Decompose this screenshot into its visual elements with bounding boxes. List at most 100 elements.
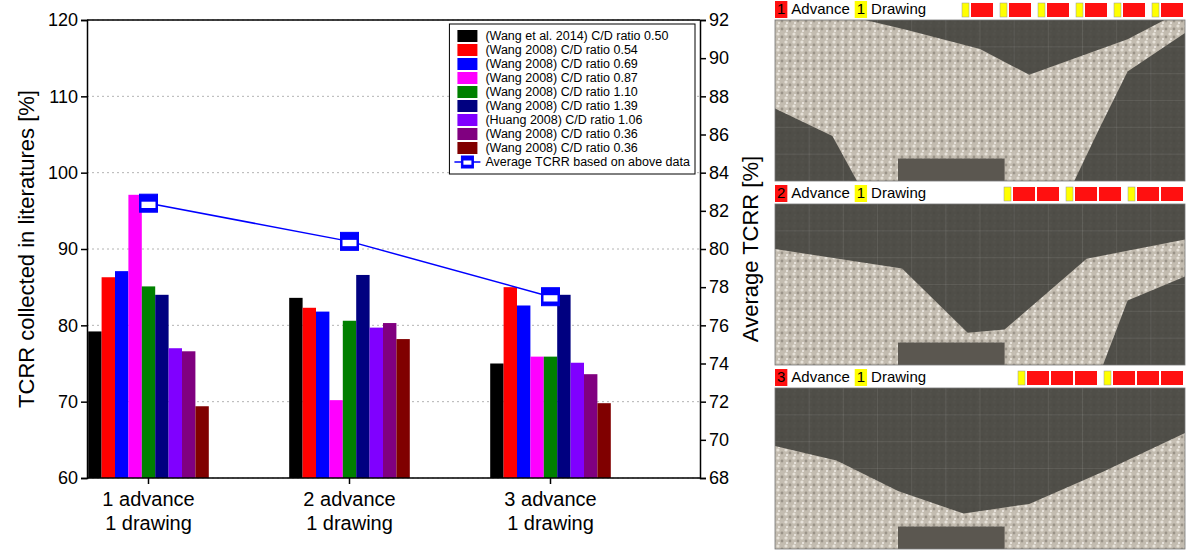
bar bbox=[504, 287, 517, 478]
bar bbox=[169, 348, 182, 478]
y2-tick-mark bbox=[700, 96, 706, 98]
bar-series bbox=[155, 275, 570, 478]
bar bbox=[195, 406, 208, 478]
advance-icon bbox=[1137, 187, 1159, 201]
advance-icon bbox=[1099, 187, 1121, 201]
drawing-icon bbox=[1128, 187, 1135, 201]
panel-label: Drawing bbox=[871, 368, 926, 385]
y2-tick: 90 bbox=[700, 48, 729, 68]
bar bbox=[115, 271, 128, 478]
legend-entry: (Wang 2008) C/D ratio 0.69 bbox=[457, 57, 637, 71]
y-tick-label: 90 bbox=[58, 239, 78, 259]
bar bbox=[584, 374, 597, 478]
panel-label: Advance bbox=[791, 0, 849, 17]
x-tick-label: 2 advance1 drawing bbox=[303, 488, 395, 534]
x-tick-mark bbox=[148, 478, 150, 484]
marker bbox=[542, 288, 560, 306]
legend-entry: (Wang 2008) C/D ratio 0.54 bbox=[457, 43, 637, 57]
grid-line bbox=[87, 20, 700, 21]
advance-icon bbox=[1123, 3, 1145, 17]
y2-tick-mark bbox=[700, 287, 706, 289]
y-tick-mark bbox=[81, 478, 87, 480]
photo-dark-region bbox=[1074, 33, 1185, 181]
x-tick-mark bbox=[550, 478, 552, 484]
legend-entry: (Wang 2008) C/D ratio 0.36 bbox=[457, 127, 637, 141]
y-tick-label: 110 bbox=[49, 87, 78, 107]
y2-tick-mark bbox=[700, 440, 706, 442]
drawing-icon bbox=[1114, 3, 1121, 17]
y2-tick: 82 bbox=[700, 201, 729, 221]
x-tick-label-line: 1 advance bbox=[102, 488, 194, 510]
legend-label: (Wang 2008) C/D ratio 0.36 bbox=[485, 141, 637, 155]
x-tick-label-line: 1 drawing bbox=[507, 512, 594, 534]
panel-label: Drawing bbox=[871, 184, 926, 201]
legend-entry: (Wang 2008) C/D ratio 0.36 bbox=[457, 141, 637, 155]
y2-tick-label: 76 bbox=[709, 316, 729, 336]
y2-tick: 78 bbox=[700, 277, 729, 297]
y2-axis-title: Average TCRR [%] bbox=[738, 156, 763, 342]
x-axis: 1 advance 1 drawing 2 advance1 drawing 3 ad… bbox=[87, 478, 700, 534]
drawing-icon bbox=[962, 3, 969, 17]
photo-grid bbox=[775, 414, 1185, 415]
bar bbox=[544, 357, 557, 478]
y2-tick: 84 bbox=[700, 163, 729, 183]
legend-swatch bbox=[457, 100, 477, 112]
legend-swatch bbox=[457, 114, 477, 126]
legend: (Wang et al. 2014) C/D ratio 0.50(Wang 2… bbox=[449, 24, 695, 174]
photo-background bbox=[775, 20, 1185, 181]
y2-tick: 76 bbox=[700, 316, 729, 336]
y2-tick-mark bbox=[700, 172, 706, 174]
line bbox=[149, 203, 551, 297]
y2-tick-label: 90 bbox=[709, 48, 729, 68]
photo-grid bbox=[775, 522, 1185, 523]
photo-support bbox=[898, 526, 1005, 549]
bar bbox=[155, 295, 168, 478]
photo-grid bbox=[775, 46, 1185, 47]
y-tick-label: 60 bbox=[58, 468, 78, 488]
bar bbox=[370, 328, 383, 478]
bar bbox=[88, 331, 101, 478]
y2-tick-label: 80 bbox=[709, 239, 729, 259]
advance-icon bbox=[1137, 371, 1159, 385]
y-tick-label: 120 bbox=[48, 10, 78, 30]
photo-grid bbox=[775, 495, 1185, 496]
legend-swatch-marker bbox=[461, 156, 473, 168]
x-tick: 3 advance1 drawing bbox=[504, 478, 596, 534]
advance-icon bbox=[1013, 187, 1035, 201]
y-axis-title: TCRR collected in literatures [%] bbox=[14, 90, 39, 408]
bar bbox=[530, 357, 543, 478]
y2-tick: 80 bbox=[700, 239, 729, 259]
y2-tick-label: 82 bbox=[709, 201, 729, 221]
grid-line bbox=[87, 249, 700, 250]
photo-grid bbox=[775, 284, 1185, 285]
advance-icon bbox=[1027, 371, 1049, 385]
panel-number: 1 bbox=[857, 0, 865, 17]
panel-label: Advance bbox=[791, 368, 849, 385]
legend-swatch bbox=[457, 142, 477, 154]
y-tick-label: 100 bbox=[48, 163, 78, 183]
legend-swatch bbox=[457, 58, 477, 70]
advance-icon bbox=[1047, 3, 1069, 17]
frame-top bbox=[87, 19, 700, 21]
advance-icon bbox=[1161, 187, 1183, 201]
photo-frame bbox=[775, 204, 1185, 365]
panel-number: 3 bbox=[777, 368, 785, 385]
y2-tick-label: 68 bbox=[709, 468, 729, 488]
line-series bbox=[140, 194, 560, 306]
bar bbox=[597, 403, 610, 478]
y-tick-mark bbox=[81, 249, 87, 251]
x-tick-label: 3 advance1 drawing bbox=[504, 488, 596, 534]
bar bbox=[383, 323, 396, 478]
bar-series bbox=[142, 286, 557, 478]
legend-label: (Wang 2008) C/D ratio 0.54 bbox=[485, 43, 637, 57]
legend-entry: (Wang 2008) C/D ratio 0.87 bbox=[457, 71, 637, 85]
y-tick: 120 bbox=[48, 10, 87, 30]
legend-swatch bbox=[457, 44, 477, 56]
y-tick: 60 bbox=[58, 468, 87, 488]
photo-background bbox=[775, 204, 1185, 365]
photo-grid bbox=[775, 127, 1185, 128]
y2-tick-mark bbox=[700, 134, 706, 136]
photo-frame bbox=[775, 20, 1185, 181]
bar bbox=[396, 339, 409, 478]
x-tick: 2 advance1 drawing bbox=[303, 478, 395, 534]
